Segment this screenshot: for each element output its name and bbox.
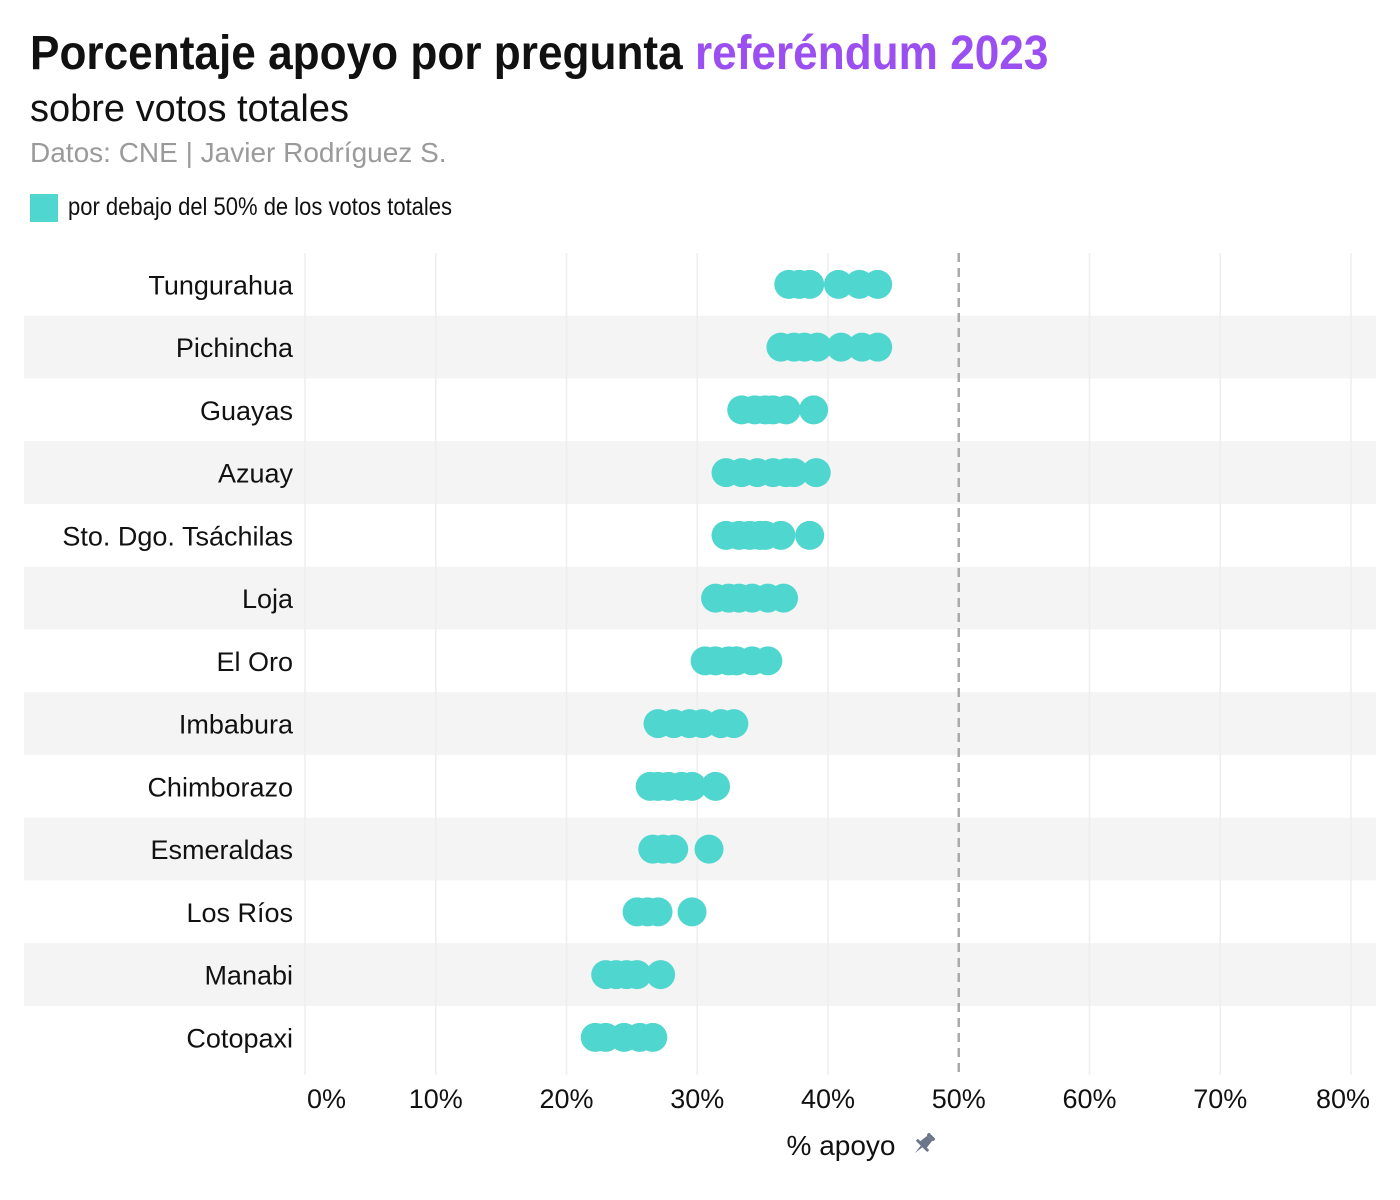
category-label: Tungurahua [148, 270, 294, 300]
data-point [719, 709, 749, 739]
data-point [701, 771, 731, 801]
legend: por debajo del 50% de los votos totales [30, 193, 504, 222]
category-label: Manabi [204, 961, 293, 991]
x-tick-label: 70% [1193, 1084, 1247, 1114]
data-point [863, 269, 893, 299]
x-tick-label: 0% [307, 1084, 346, 1114]
data-point [799, 395, 829, 425]
data-point [795, 520, 825, 550]
chart-source: Datos: CNE | Javier Rodríguez S. [30, 137, 447, 168]
category-label: Cotopaxi [186, 1023, 293, 1053]
category-label: Los Ríos [186, 898, 293, 928]
row-band [24, 441, 1376, 504]
data-point [795, 269, 825, 299]
category-label: Chimborazo [147, 772, 293, 802]
row-band [24, 315, 1376, 379]
x-tick-label: 10% [409, 1084, 463, 1114]
data-point [646, 960, 676, 990]
data-point [803, 332, 833, 362]
data-point [863, 332, 893, 362]
legend-label: por debajo del 50% de los votos totales [68, 193, 453, 221]
data-point [677, 771, 707, 801]
data-point [643, 897, 673, 927]
category-label: Azuay [218, 459, 294, 489]
data-point [638, 1022, 668, 1052]
data-point [779, 458, 809, 488]
category-label: Imbabura [179, 710, 294, 740]
row-band [24, 566, 1376, 630]
data-point [659, 834, 689, 864]
data-point [677, 897, 707, 927]
data-point [753, 646, 783, 676]
legend-swatch [30, 193, 58, 222]
chart-title-main: Porcentaje apoyo por pregunta [30, 27, 695, 80]
x-tick-label: 60% [1062, 1084, 1116, 1114]
x-tick-label: 30% [670, 1084, 724, 1114]
data-point [769, 583, 799, 613]
category-label: El Oro [216, 647, 293, 677]
data-point [622, 960, 652, 990]
data-point [766, 520, 796, 550]
chart-title-highlight: referéndum 2023 [694, 27, 1049, 80]
chart-subtitle: sobre votos totales [30, 88, 349, 130]
x-axis-title: % apoyo [787, 1130, 896, 1161]
chart-title: Porcentaje apoyo por pregunta referéndum… [30, 26, 1048, 81]
x-tick-label: 20% [539, 1084, 593, 1114]
x-tick-label: 40% [801, 1084, 855, 1114]
data-point [771, 395, 801, 425]
category-label: Sto. Dgo. Tsáchilas [62, 521, 293, 551]
x-tick-label: 50% [932, 1084, 986, 1114]
category-label: Guayas [200, 396, 293, 426]
pin-icon [914, 1132, 936, 1154]
category-label: Esmeraldas [150, 835, 293, 865]
x-tick-label: 80% [1316, 1084, 1370, 1114]
data-point [823, 269, 853, 299]
category-label: Pichincha [176, 333, 294, 363]
data-point [826, 332, 856, 362]
data-point [694, 834, 724, 864]
category-label: Loja [242, 584, 294, 614]
data-point [801, 458, 831, 488]
row-band [24, 943, 1376, 1006]
